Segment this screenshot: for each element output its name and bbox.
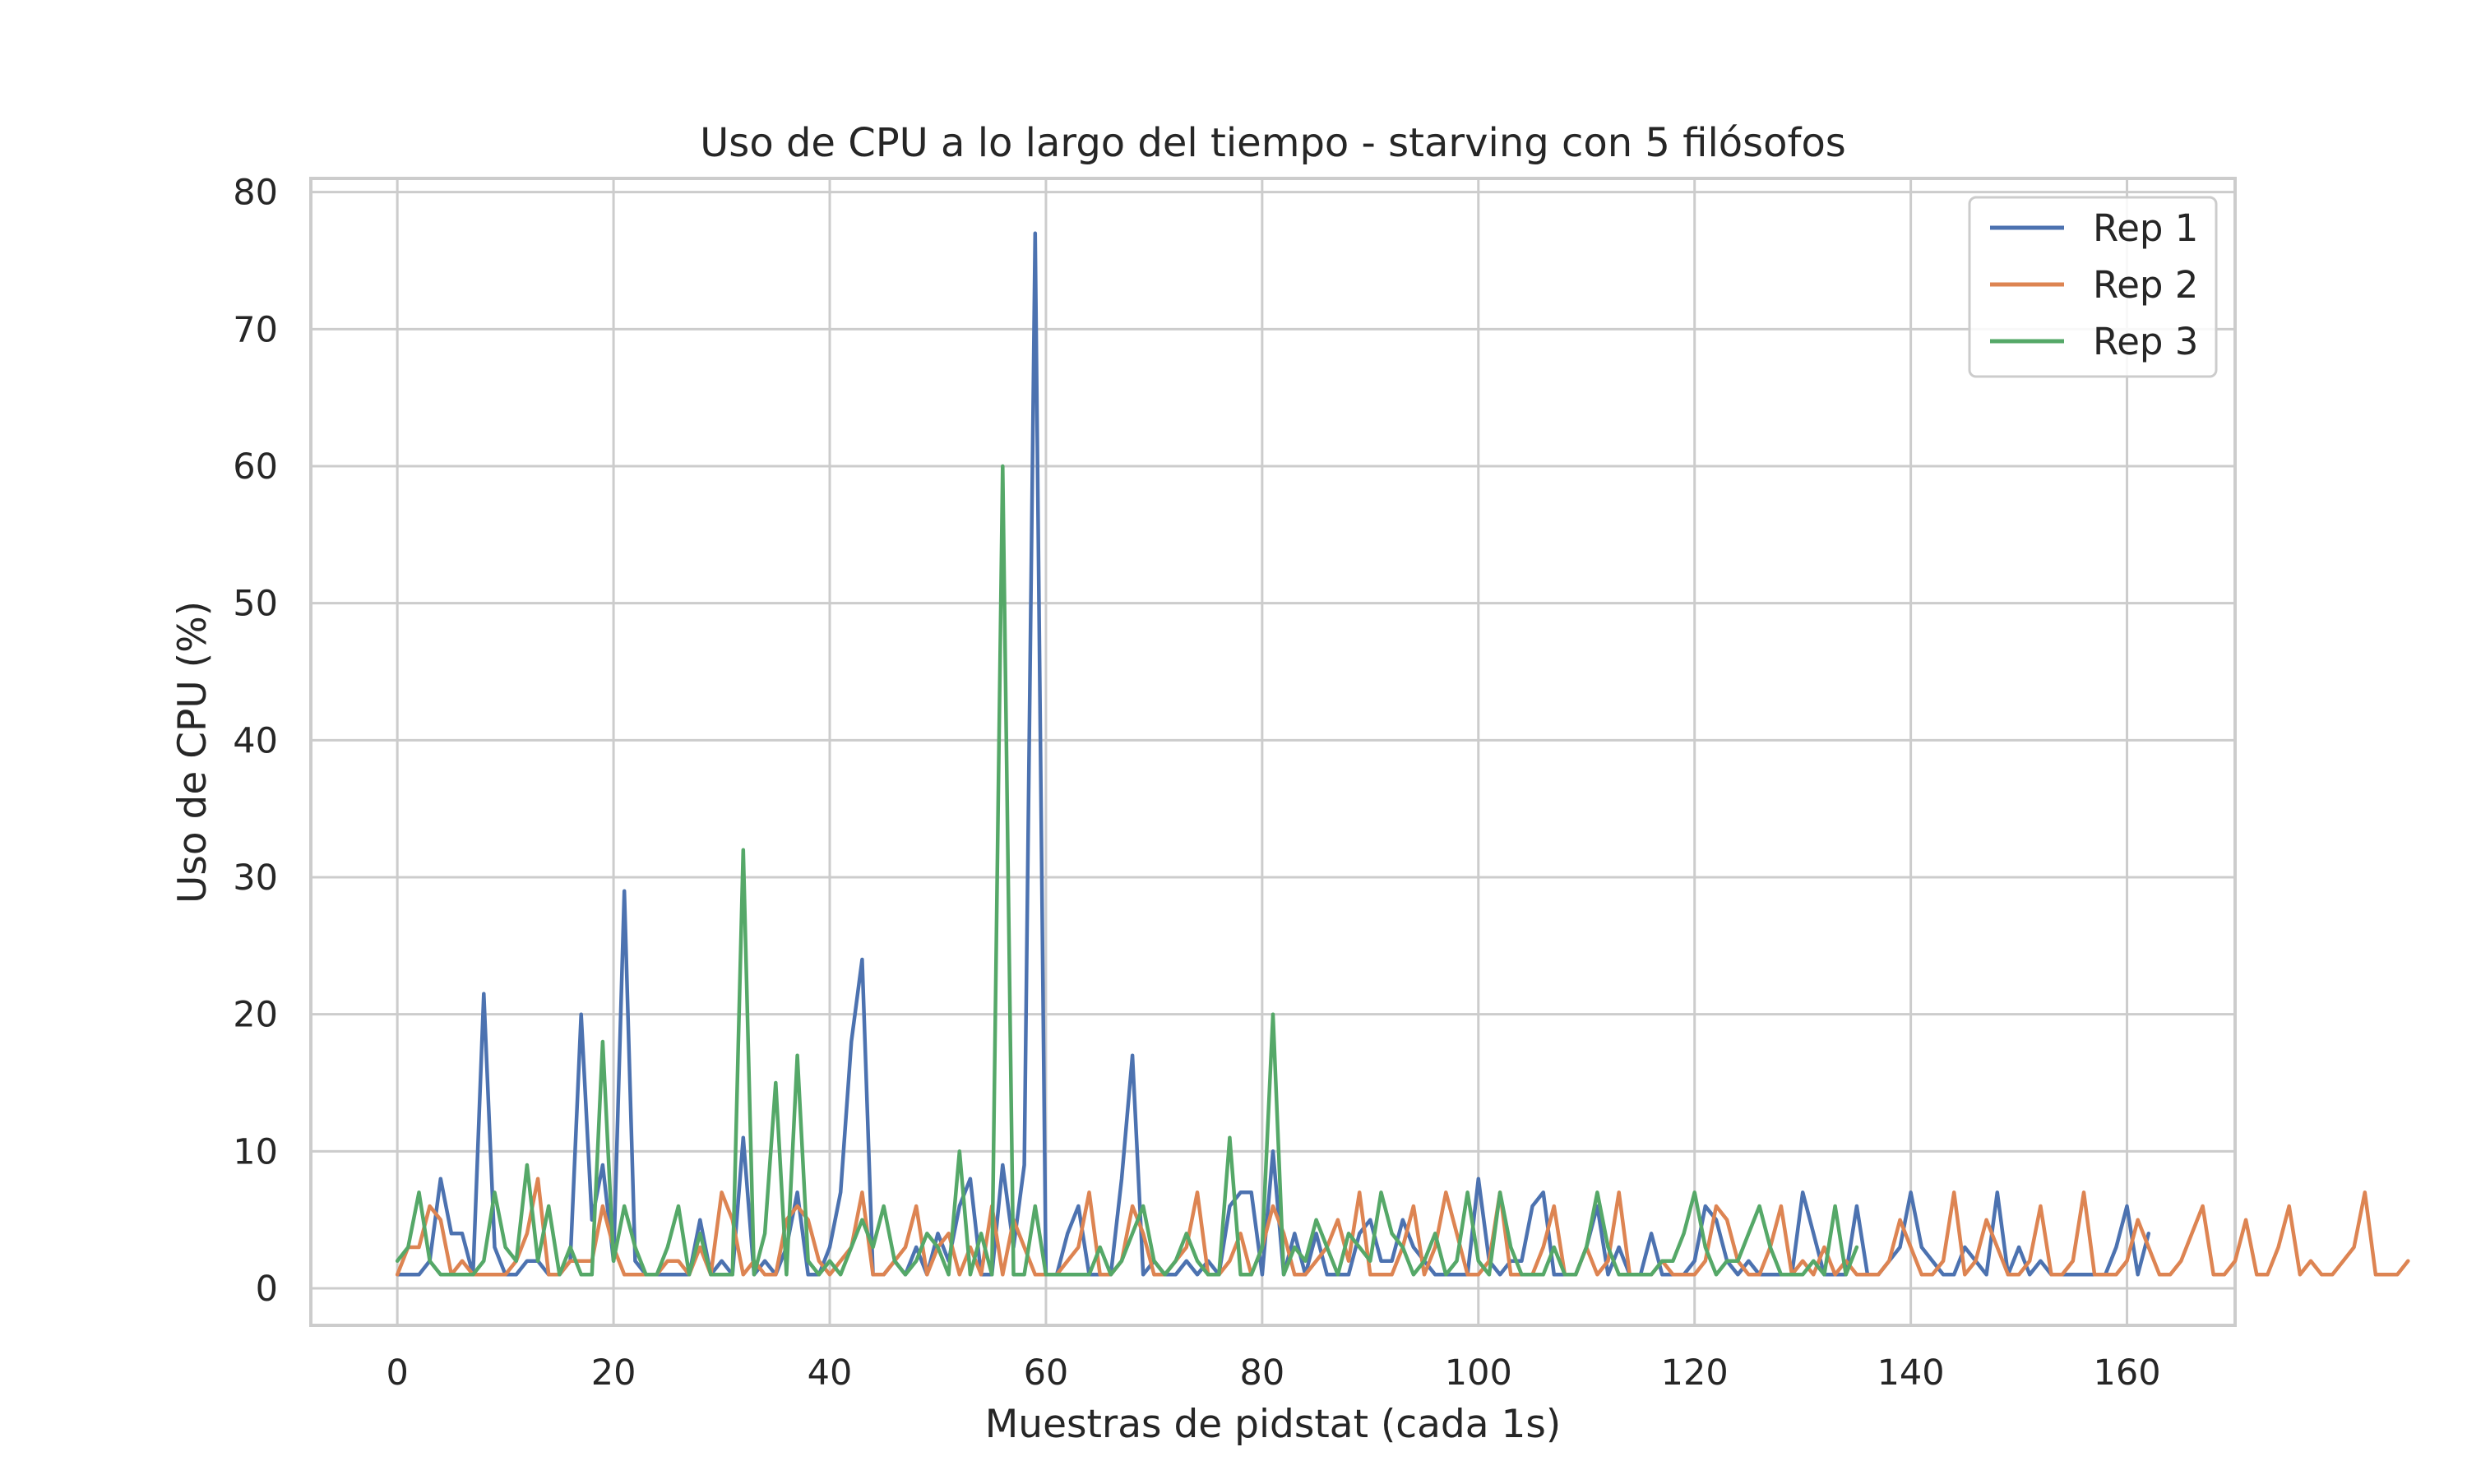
legend-label-rep-2: Rep 2 — [2093, 263, 2198, 307]
legend: Rep 1 Rep 2 Rep 3 — [1968, 196, 2218, 378]
series-layer — [395, 231, 2410, 1277]
plot-frame — [309, 177, 2237, 1327]
x-tick-label: 100 — [1445, 1352, 1512, 1394]
series-line-rep-3 — [395, 464, 1859, 1277]
tick-labels: 0 20 40 60 80 100 120 140 160 0 10 20 30 40 50 60 70 80 — [233, 173, 2160, 1394]
x-tick-label: 60 — [1024, 1352, 1069, 1394]
x-axis-label: Muestras de pidstat (cada 1s) — [985, 1402, 1562, 1447]
legend-label-rep-1: Rep 1 — [2093, 206, 2198, 250]
y-tick-label: 10 — [233, 1131, 278, 1172]
legend-label-rep-3: Rep 3 — [2093, 320, 2198, 363]
y-tick-label: 70 — [233, 309, 278, 350]
x-tick-label: 140 — [1877, 1352, 1945, 1394]
y-tick-label: 60 — [233, 446, 278, 488]
x-tick-label: 80 — [1239, 1352, 1284, 1394]
series-line-rep-1 — [395, 231, 2151, 1277]
legend-box — [1968, 196, 2218, 378]
y-tick-label: 20 — [233, 995, 278, 1036]
y-tick-label: 50 — [233, 584, 278, 625]
x-tick-label: 0 — [386, 1352, 408, 1394]
y-tick-label: 0 — [256, 1269, 278, 1310]
y-tick-label: 30 — [233, 858, 278, 899]
y-tick-label: 40 — [233, 720, 278, 761]
y-axis-label: Uso de CPU (%) — [170, 601, 215, 904]
x-tick-label: 160 — [2094, 1352, 2161, 1394]
y-tick-label: 80 — [233, 173, 278, 214]
x-tick-label: 20 — [591, 1352, 636, 1394]
x-tick-label: 40 — [808, 1352, 853, 1394]
x-tick-label: 120 — [1661, 1352, 1729, 1394]
chart-title: Uso de CPU a lo largo del tiempo - starv… — [700, 120, 1846, 166]
